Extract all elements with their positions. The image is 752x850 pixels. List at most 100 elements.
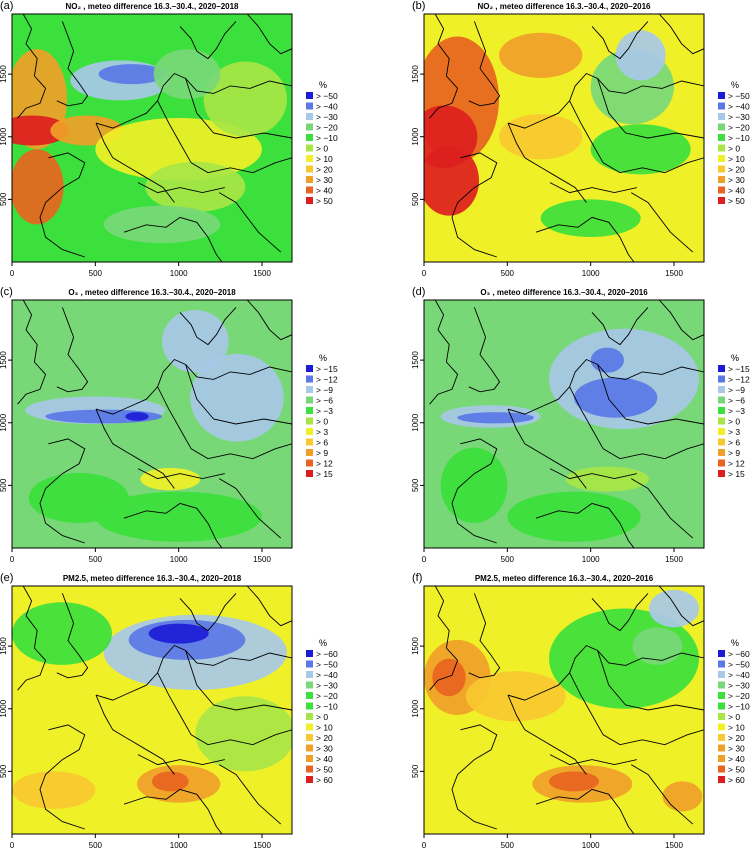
field-region: [499, 32, 583, 78]
legend-swatch: [306, 176, 313, 183]
legend-label: > −20: [316, 691, 338, 701]
legend-swatch: [718, 176, 725, 183]
legend-label: > 30: [728, 175, 745, 185]
legend-label: > −50: [316, 660, 338, 670]
y-tick-label: 500: [0, 478, 8, 492]
legend-label: > 0: [316, 144, 328, 154]
legend-label: > 15: [316, 469, 333, 479]
plot-frame: [423, 13, 705, 263]
legend: %> −50> −40> −30> −20> −10> 0> 10> 20> 3…: [306, 80, 338, 206]
legend-label: > 3: [728, 427, 740, 437]
coastline: [95, 358, 292, 415]
coastline: [591, 593, 649, 632]
legend-label: > 40: [316, 186, 333, 196]
legend-label: > 12: [316, 459, 333, 469]
y-tick-label: 1500: [0, 637, 8, 655]
panel-title: NO₂ , meteo difference 16.3.–30.4., 2020…: [66, 2, 240, 11]
panel-title: NO₂ , meteo difference 16.3.–30.4., 2020…: [478, 2, 652, 11]
x-tick-label: 500: [89, 841, 103, 850]
field-region: [432, 658, 466, 697]
x-tick-label: 1500: [665, 269, 683, 278]
legend: %> −60> −50> −40> −30> −20> −10> 0> 10> …: [306, 638, 338, 785]
y-tick-label: 1500: [411, 637, 420, 655]
coastline: [630, 192, 694, 253]
legend-swatch: [306, 134, 313, 141]
field-region: [125, 412, 149, 421]
field-region: [507, 491, 641, 542]
legend-swatch: [718, 144, 725, 152]
coastline: [95, 644, 292, 701]
coastline: [185, 650, 292, 711]
legend-label: > 10: [728, 723, 745, 733]
coastline: [597, 650, 704, 711]
x-tick-label: 1000: [170, 269, 188, 278]
legend-label: > −40: [316, 670, 338, 680]
coastline: [246, 586, 292, 627]
coastline: [468, 21, 501, 107]
x-tick-label: 1000: [582, 841, 600, 850]
legend-swatch: [718, 375, 725, 383]
legend-label: > −60: [316, 649, 338, 659]
map-field: [424, 300, 704, 548]
coastline: [157, 386, 292, 460]
panel-label: (b): [412, 0, 425, 12]
legend-label: > 20: [728, 733, 745, 743]
legend-swatch: [306, 165, 313, 173]
legend-label: > 0: [316, 712, 328, 722]
legend-swatch: [718, 660, 725, 668]
legend-swatch: [718, 459, 725, 467]
legend-swatch: [718, 165, 725, 173]
x-tick-label: 500: [501, 841, 515, 850]
coastline: [507, 72, 704, 129]
y-tick-label: 1000: [0, 699, 8, 717]
coastline: [123, 216, 223, 262]
legend-title: %: [731, 638, 739, 648]
field-region: [615, 30, 666, 81]
field-region: [662, 781, 703, 812]
panel-title: O₃ , meteo difference 16.3.–30.4., 2020–…: [480, 288, 648, 297]
legend-swatch: [718, 186, 725, 194]
field-region: [95, 117, 262, 181]
x-tick-label: 1500: [665, 555, 683, 564]
legend-swatch: [718, 155, 725, 162]
legend-label: > 0: [316, 417, 328, 427]
legend-label: > 9: [316, 448, 328, 458]
coastline: [597, 78, 704, 139]
legend-label: > 10: [316, 723, 333, 733]
legend: %> −15> −12> −9> −6> −3> 0> 3> 6> 9> 12>…: [718, 353, 750, 479]
panel-title: PM2.5, meteo difference 16.3.–30.4., 202…: [475, 574, 654, 583]
coastline: [549, 754, 637, 766]
coastline: [535, 788, 635, 834]
legend-label: > 30: [316, 744, 333, 754]
legend-swatch: [718, 755, 725, 762]
coastline: [597, 364, 704, 425]
legend-label: > 40: [728, 754, 745, 764]
legend-swatch: [306, 765, 313, 773]
coastline: [429, 300, 459, 405]
legend-label: > 15: [728, 469, 745, 479]
map-field: [424, 586, 704, 834]
legend-label: > −6: [316, 396, 333, 406]
legend-label: > −15: [316, 364, 338, 374]
coastline: [246, 300, 292, 341]
legend-label: > −3: [728, 406, 745, 416]
coastline: [179, 21, 237, 60]
legend-swatch: [718, 396, 725, 404]
legend-swatch: [306, 459, 313, 467]
x-tick-label: 1500: [665, 841, 683, 850]
legend-swatch: [306, 734, 313, 741]
legend-swatch: [306, 407, 313, 414]
legend-swatch: [718, 123, 725, 131]
field-region: [649, 589, 699, 628]
legend-swatch: [306, 155, 313, 162]
y-tick-label: 500: [411, 764, 420, 778]
plot-frame: [11, 13, 293, 263]
legend-swatch: [306, 102, 313, 110]
y-tick-label: 1000: [0, 413, 8, 431]
field-region: [565, 466, 649, 492]
legend-title: %: [319, 638, 327, 648]
coastline: [179, 307, 237, 346]
legend-swatch: [718, 734, 725, 741]
legend-swatch: [718, 113, 725, 120]
legend-swatch: [306, 755, 313, 762]
